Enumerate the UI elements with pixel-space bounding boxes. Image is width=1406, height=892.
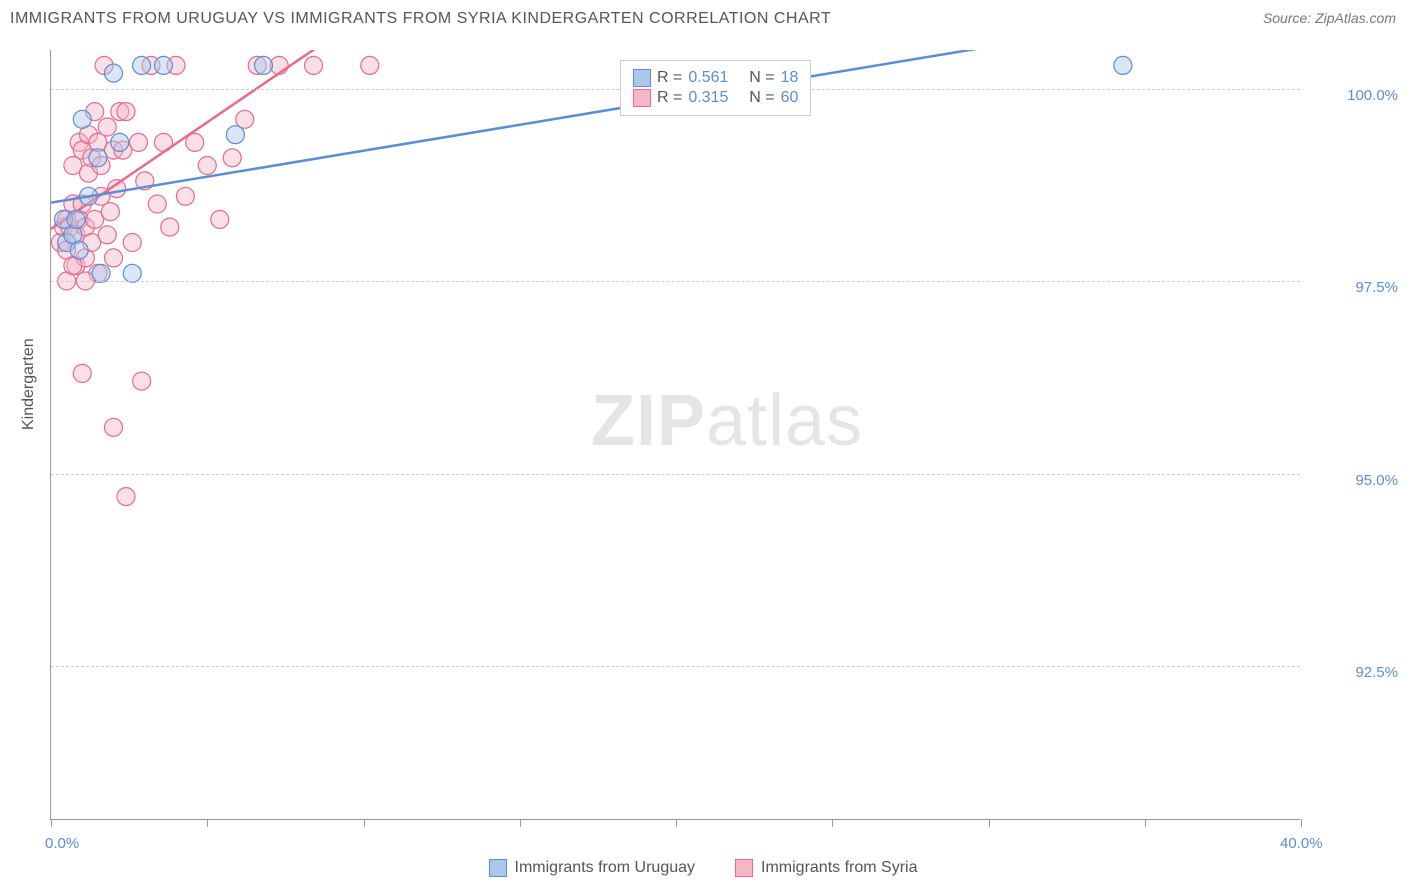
scatter-point-syria <box>305 56 323 74</box>
scatter-point-syria <box>148 195 166 213</box>
scatter-point-uruguay <box>123 264 141 282</box>
gridline-h <box>51 666 1300 667</box>
bottom-legend: Immigrants from Uruguay Immigrants from … <box>0 859 1406 877</box>
scatter-point-syria <box>123 234 141 252</box>
scatter-point-syria <box>117 488 135 506</box>
correlation-legend: R = 0.561 N = 18 R = 0.315 N = 60 <box>620 60 811 116</box>
plot-area: ZIPatlas <box>50 50 1300 820</box>
scatter-point-syria <box>98 226 116 244</box>
swatch-uruguay-bottom <box>489 859 507 877</box>
x-tick <box>364 819 365 827</box>
x-tick-label-left: 0.0% <box>45 835 79 852</box>
x-tick <box>51 819 52 827</box>
legend-item-syria: Immigrants from Syria <box>735 859 917 877</box>
scatter-point-syria <box>161 218 179 236</box>
gridline-h <box>51 474 1300 475</box>
scatter-point-syria <box>133 372 151 390</box>
x-tick <box>1301 819 1302 827</box>
legend-label-syria: Immigrants from Syria <box>761 859 917 877</box>
scatter-point-syria <box>105 249 123 267</box>
scatter-point-uruguay <box>1114 56 1132 74</box>
n-prefix: N = <box>749 69 774 87</box>
x-tick <box>207 819 208 827</box>
legend-label-uruguay: Immigrants from Uruguay <box>515 859 696 877</box>
r-prefix: R = <box>657 89 682 107</box>
scatter-point-syria <box>198 157 216 175</box>
chart-source: Source: ZipAtlas.com <box>1263 10 1396 26</box>
gridline-h <box>51 281 1300 282</box>
scatter-point-uruguay <box>92 264 110 282</box>
scatter-point-uruguay <box>89 149 107 167</box>
source-prefix: Source: <box>1263 10 1315 26</box>
scatter-point-syria <box>236 110 254 128</box>
chart-svg <box>51 50 1300 819</box>
y-tick-label: 92.5% <box>1308 664 1398 681</box>
swatch-syria <box>633 89 651 107</box>
legend-item-uruguay: Immigrants from Uruguay <box>489 859 696 877</box>
scatter-point-syria <box>105 418 123 436</box>
scatter-point-syria <box>130 133 148 151</box>
scatter-point-uruguay <box>255 56 273 74</box>
scatter-point-uruguay <box>73 110 91 128</box>
scatter-point-uruguay <box>226 126 244 144</box>
scatter-point-uruguay <box>70 241 88 259</box>
y-axis-label: Kindergarten <box>20 338 38 430</box>
scatter-point-syria <box>361 56 379 74</box>
y-tick-label: 100.0% <box>1308 87 1398 104</box>
scatter-point-uruguay <box>133 56 151 74</box>
y-tick-label: 95.0% <box>1308 472 1398 489</box>
scatter-point-syria <box>223 149 241 167</box>
x-tick <box>676 819 677 827</box>
scatter-point-uruguay <box>155 56 173 74</box>
x-tick <box>989 819 990 827</box>
correlation-row-uruguay: R = 0.561 N = 18 <box>633 69 798 87</box>
x-tick-label-right: 40.0% <box>1280 835 1323 852</box>
header: IMMIGRANTS FROM URUGUAY VS IMMIGRANTS FR… <box>10 10 1396 28</box>
x-tick <box>1145 819 1146 827</box>
scatter-point-syria <box>117 103 135 121</box>
r-prefix: R = <box>657 69 682 87</box>
swatch-syria-bottom <box>735 859 753 877</box>
r-value-syria: 0.315 <box>688 89 728 107</box>
scatter-point-syria <box>73 364 91 382</box>
n-value-syria: 60 <box>781 89 799 107</box>
n-value-uruguay: 18 <box>781 69 799 87</box>
r-value-uruguay: 0.561 <box>688 69 728 87</box>
n-prefix: N = <box>749 89 774 107</box>
x-tick <box>520 819 521 827</box>
scatter-point-syria <box>211 210 229 228</box>
swatch-uruguay <box>633 69 651 87</box>
scatter-point-syria <box>98 118 116 136</box>
chart-title: IMMIGRANTS FROM URUGUAY VS IMMIGRANTS FR… <box>10 10 831 28</box>
scatter-point-uruguay <box>111 133 129 151</box>
y-tick-label: 97.5% <box>1308 279 1398 296</box>
scatter-point-syria <box>176 187 194 205</box>
x-tick <box>832 819 833 827</box>
scatter-point-syria <box>101 203 119 221</box>
scatter-point-uruguay <box>105 64 123 82</box>
source-name: ZipAtlas.com <box>1315 10 1396 26</box>
scatter-point-uruguay <box>67 210 85 228</box>
correlation-row-syria: R = 0.315 N = 60 <box>633 89 798 107</box>
